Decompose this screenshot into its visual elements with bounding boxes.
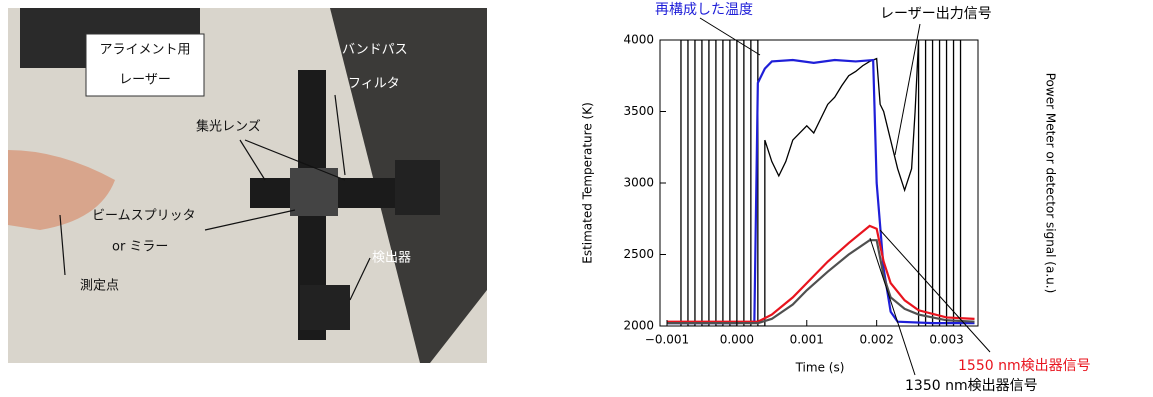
photo-label: 検出器 — [372, 251, 411, 266]
x-tick-label: 0.002 — [859, 333, 893, 347]
y-tick-label: 2000 — [623, 319, 654, 333]
annotation-leader — [870, 238, 915, 375]
x-tick-label: 0.000 — [720, 333, 754, 347]
figure: アライメント用 レーザー バンドパス フィルタ 集光レンズ ビームスプリッタ o… — [0, 0, 1153, 397]
y-tick-label: 2500 — [623, 247, 654, 261]
x-tick-label: −0.001 — [645, 333, 689, 347]
series-label: 再構成した温度 — [655, 2, 753, 18]
photo-label: 集光レンズ — [196, 119, 261, 135]
photo-label: アライメント用 — [99, 43, 190, 58]
photo-label: 測定点 — [80, 279, 119, 294]
y-tick-label: 4000 — [623, 33, 654, 47]
y-tick-label: 3500 — [623, 104, 654, 118]
series-line — [681, 40, 961, 326]
detector-bottom — [300, 285, 350, 330]
photo: アライメント用 レーザー バンドパス フィルタ 集光レンズ ビームスプリッタ o… — [8, 8, 487, 363]
cube — [290, 168, 338, 216]
series-label: 1550 nm検出器信号 — [958, 358, 1091, 374]
x-tick-label: 0.001 — [790, 333, 824, 347]
series-line — [667, 240, 975, 323]
photo-label: ビームスプリッタ — [92, 209, 196, 224]
photo-label: フィルタ — [348, 77, 400, 92]
plot: 2000 2500 3000 3500 4000 −0.001 0.000 0.001 0.00… — [623, 2, 1090, 394]
photo-label: or ミラー — [112, 240, 168, 255]
plot-frame — [660, 40, 978, 326]
x-tick-label: 0.003 — [929, 333, 963, 347]
page: アライメント用 レーザー バンドパス フィルタ 集光レンズ ビームスプリッタ o… — [0, 0, 1153, 397]
y2-axis-label: Power Meter or detector signal (a.u.) — [1044, 73, 1058, 294]
series-line — [667, 226, 975, 322]
series-label: 1350 nm検出器信号 — [905, 378, 1038, 394]
x-axis-label: Time (s) — [795, 361, 845, 375]
y-axis-label: Estimated Temperature (K) — [581, 102, 595, 264]
detector-right — [395, 160, 440, 215]
photo-label: バンドパス — [342, 43, 408, 58]
series-label: レーザー出力信号 — [880, 6, 992, 22]
photo-label: レーザー — [119, 73, 171, 88]
y-tick-label: 3000 — [623, 176, 654, 190]
